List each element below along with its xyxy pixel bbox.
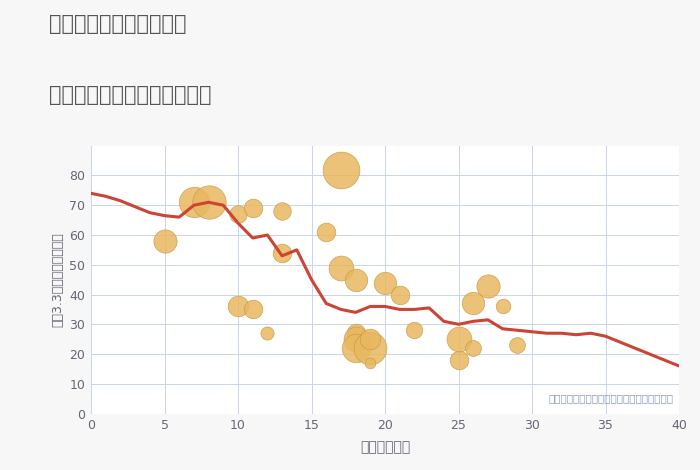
Point bbox=[232, 303, 244, 310]
Point bbox=[365, 345, 376, 352]
Point bbox=[365, 359, 376, 367]
Point bbox=[350, 329, 361, 337]
Y-axis label: 坪（3.3㎡）単価（万円）: 坪（3.3㎡）単価（万円） bbox=[51, 232, 64, 327]
Point bbox=[203, 198, 214, 206]
Point bbox=[232, 211, 244, 218]
Point bbox=[468, 300, 479, 307]
Point bbox=[247, 204, 258, 212]
Text: 円の大きさは、取引のあった物件面積を示す: 円の大きさは、取引のあった物件面積を示す bbox=[548, 393, 673, 403]
Point bbox=[159, 237, 170, 245]
Text: 愛知県津島市高台寺町の: 愛知県津島市高台寺町の bbox=[49, 14, 186, 34]
Point bbox=[482, 282, 493, 290]
Text: 築年数別中古マンション価格: 築年数別中古マンション価格 bbox=[49, 85, 211, 105]
Point bbox=[262, 329, 273, 337]
Point bbox=[335, 264, 346, 272]
Point bbox=[350, 276, 361, 283]
Point bbox=[321, 228, 332, 236]
Point bbox=[379, 279, 391, 286]
Point bbox=[409, 327, 420, 334]
Point bbox=[276, 207, 288, 215]
X-axis label: 築年数（年）: 築年数（年） bbox=[360, 440, 410, 454]
Point bbox=[276, 249, 288, 257]
Point bbox=[350, 336, 361, 343]
Point bbox=[365, 336, 376, 343]
Point bbox=[512, 341, 523, 349]
Point bbox=[468, 345, 479, 352]
Point bbox=[453, 336, 464, 343]
Point bbox=[350, 345, 361, 352]
Point bbox=[453, 356, 464, 364]
Point bbox=[394, 291, 405, 298]
Point bbox=[247, 306, 258, 313]
Point bbox=[188, 198, 199, 206]
Point bbox=[497, 303, 508, 310]
Point bbox=[335, 166, 346, 173]
